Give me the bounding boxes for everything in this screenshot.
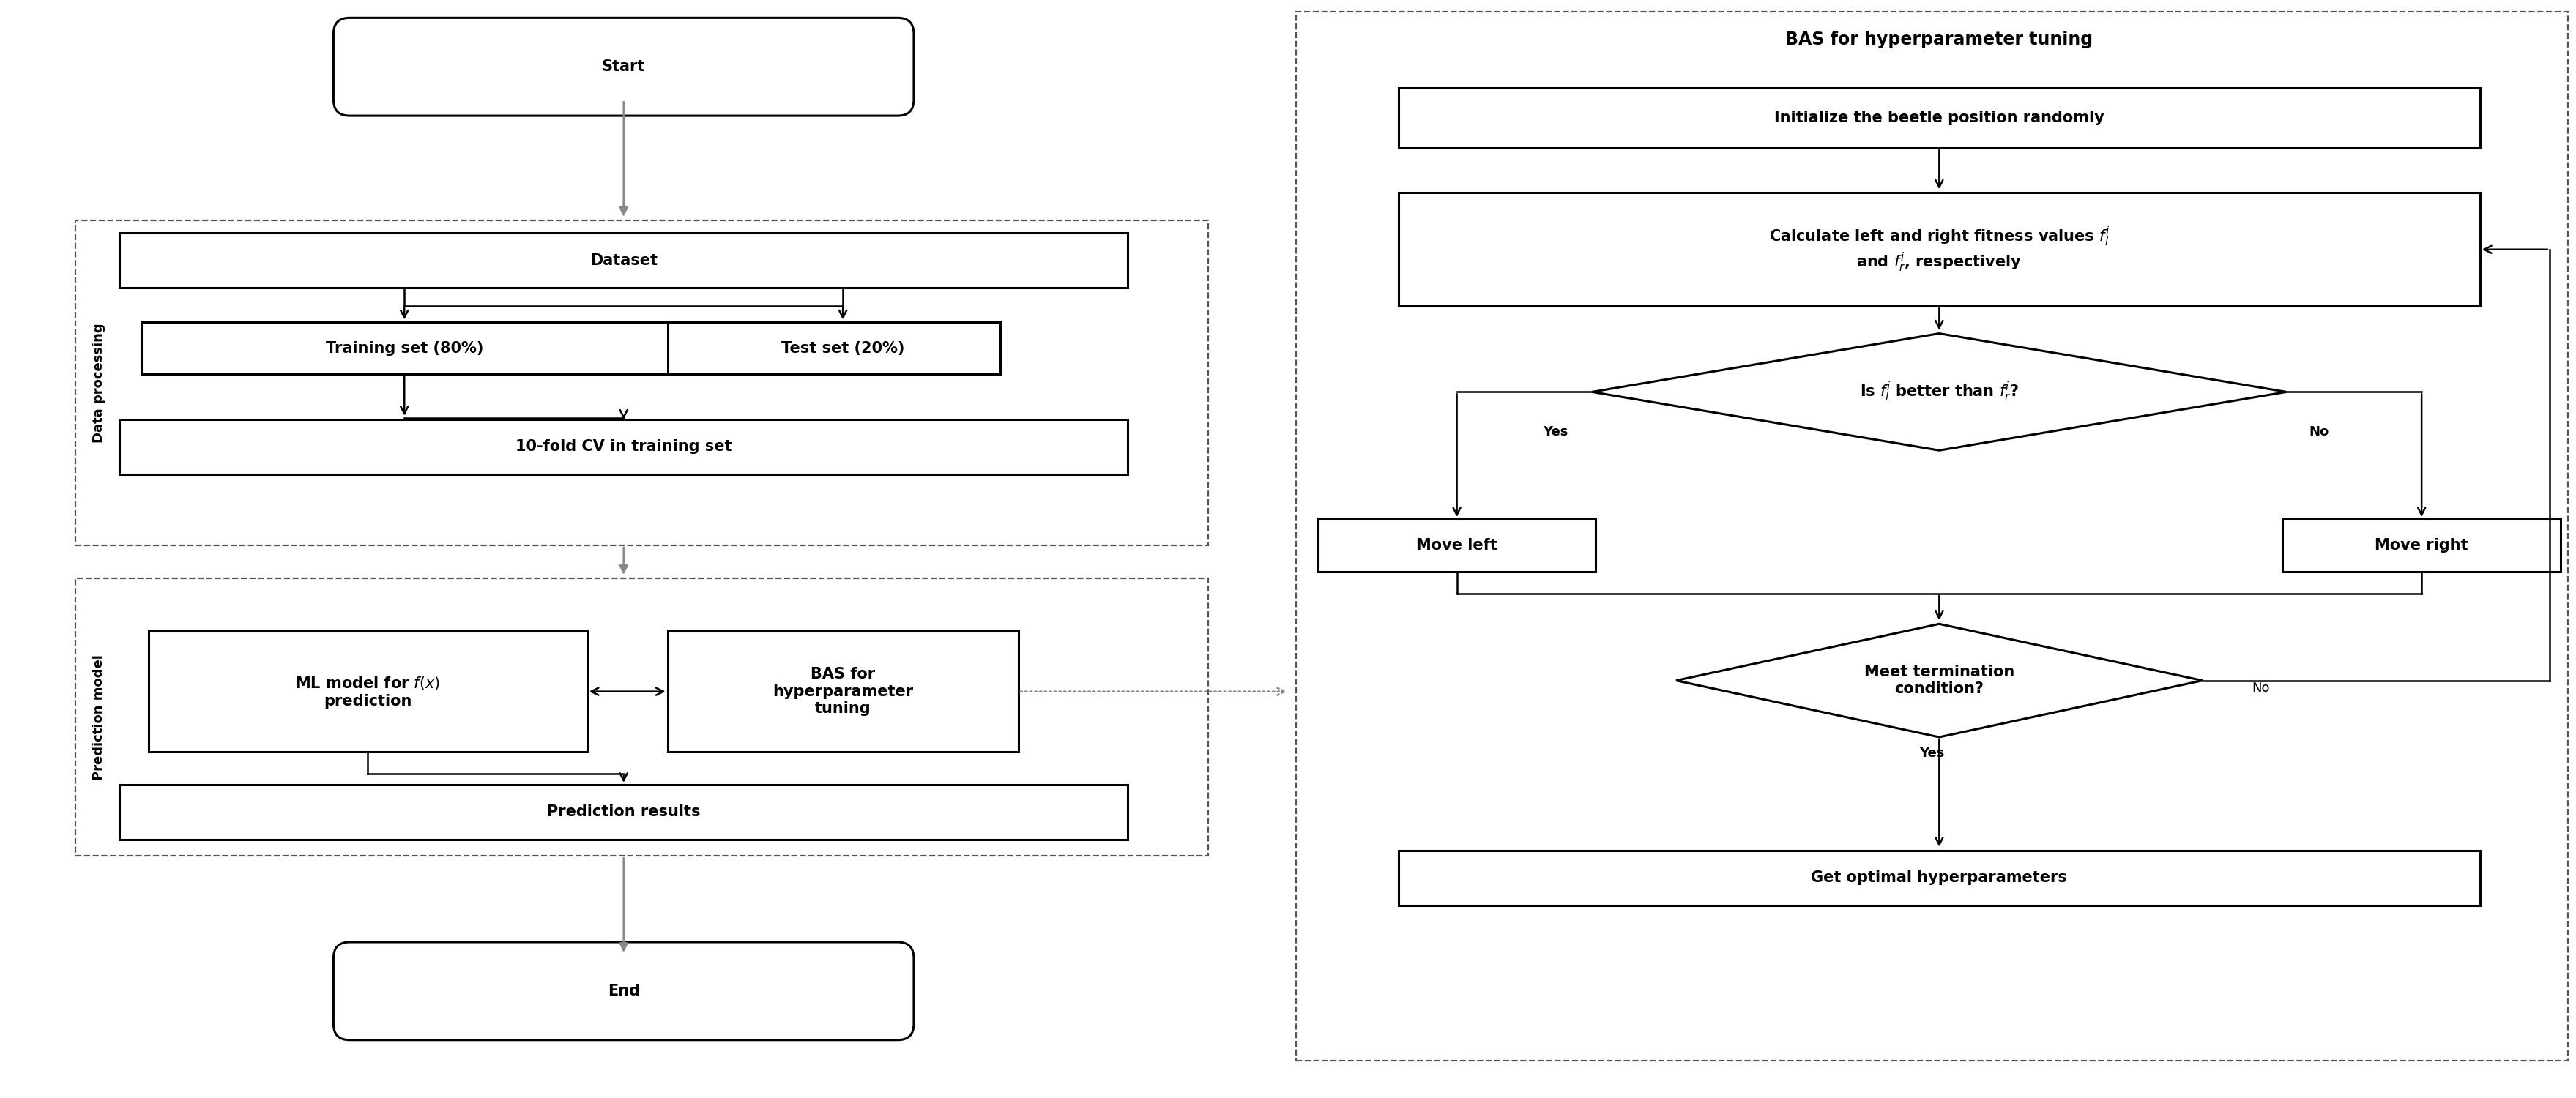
Text: Move left: Move left — [1417, 538, 1497, 552]
Text: Get optimal hyperparameters: Get optimal hyperparameters — [1811, 871, 2069, 885]
Text: No: No — [2308, 426, 2329, 439]
FancyBboxPatch shape — [1399, 193, 2481, 306]
FancyBboxPatch shape — [1399, 88, 2481, 148]
FancyBboxPatch shape — [1319, 519, 1595, 572]
FancyBboxPatch shape — [1399, 850, 2481, 905]
Text: Yes: Yes — [1919, 747, 1945, 760]
Text: Move right: Move right — [2375, 538, 2468, 552]
Text: Training set (80%): Training set (80%) — [325, 340, 484, 356]
Text: End: End — [608, 984, 639, 998]
Text: BAS for hyperparameter tuning: BAS for hyperparameter tuning — [1785, 31, 2094, 48]
Polygon shape — [1592, 334, 2287, 450]
FancyBboxPatch shape — [332, 18, 914, 115]
Text: BAS for
hyperparameter
tuning: BAS for hyperparameter tuning — [773, 668, 914, 716]
Text: Prediction model: Prediction model — [93, 654, 106, 780]
FancyBboxPatch shape — [118, 419, 1128, 474]
Polygon shape — [1677, 624, 2202, 737]
Text: No: No — [2251, 681, 2269, 694]
Text: Calculate left and right fitness values $f_l^i$
and $f_r^i$, respectively: Calculate left and right fitness values … — [1770, 225, 2110, 273]
Text: Start: Start — [603, 59, 647, 74]
FancyBboxPatch shape — [2282, 519, 2561, 572]
Text: Yes: Yes — [1543, 426, 1569, 439]
Text: Meet termination
condition?: Meet termination condition? — [1865, 664, 2014, 696]
FancyBboxPatch shape — [142, 322, 999, 374]
FancyBboxPatch shape — [118, 785, 1128, 840]
Text: Data processing: Data processing — [93, 323, 106, 442]
FancyBboxPatch shape — [667, 631, 1018, 752]
Text: Test set (20%): Test set (20%) — [781, 340, 904, 356]
FancyBboxPatch shape — [118, 233, 1128, 288]
FancyBboxPatch shape — [332, 942, 914, 1040]
Text: 10-fold CV in training set: 10-fold CV in training set — [515, 439, 732, 455]
Text: Dataset: Dataset — [590, 253, 657, 268]
Text: Is $f_l^i$ better than $f_r^i$?: Is $f_l^i$ better than $f_r^i$? — [1860, 381, 2020, 403]
Text: Prediction results: Prediction results — [546, 805, 701, 819]
Text: ML model for $f(x)$
prediction: ML model for $f(x)$ prediction — [296, 674, 440, 708]
Text: Initialize the beetle position randomly: Initialize the beetle position randomly — [1775, 111, 2105, 125]
FancyBboxPatch shape — [149, 631, 587, 752]
